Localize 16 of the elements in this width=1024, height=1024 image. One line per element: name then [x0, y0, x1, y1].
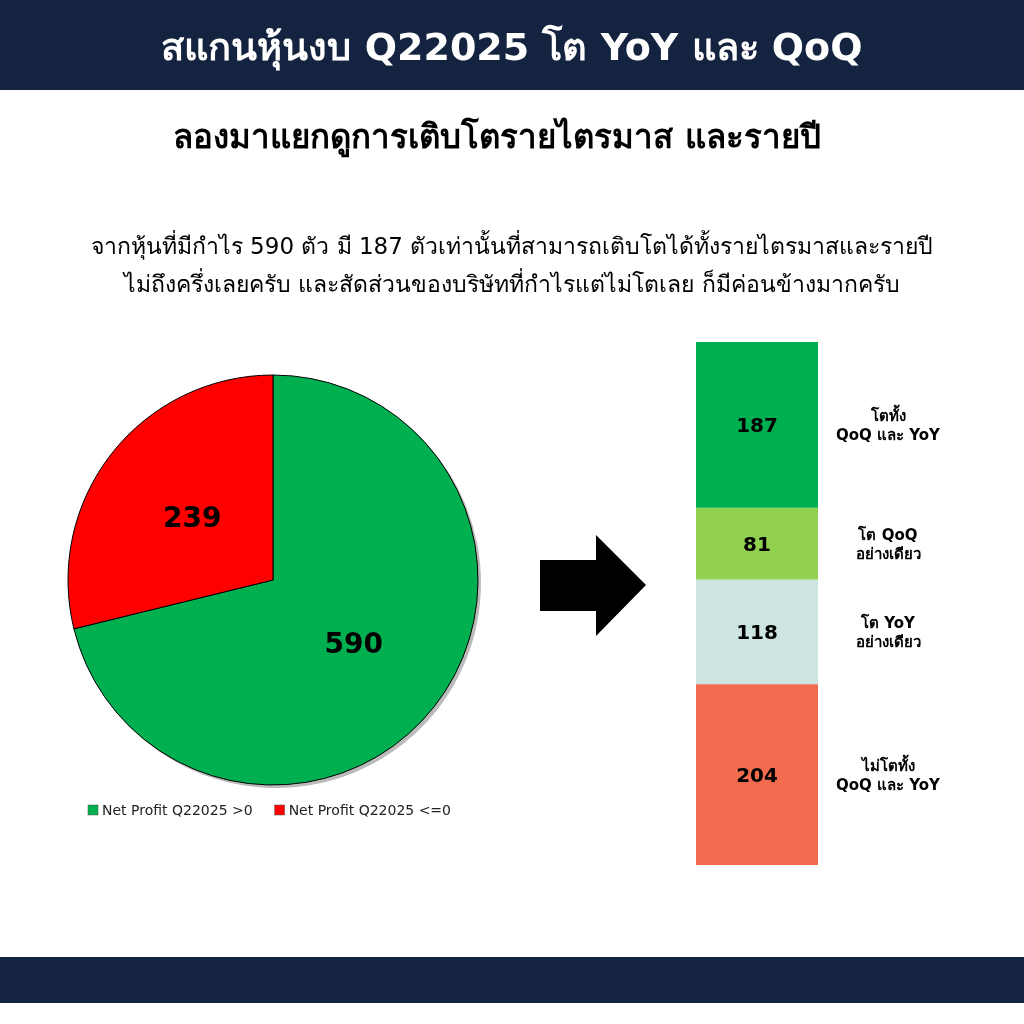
text: จากหุ้นที่มีกำไร 590 ตัว มี 187 ตัวเท่านั้นที่สามารถเติบโตได้ทั้งรายไตรมาสและรายปี [90, 230, 934, 260]
data-label: 118 [736, 619, 778, 644]
text: ไม่ถึงครึ่งเลยครับ และสัดส่วนของบริษัทที่กำไรแต่ไม่โตเลย ก็มีค่อนข้างมากครับ [122, 268, 900, 297]
series-label: ไม่โตทั้ง QoQ และ YoY [836, 753, 942, 794]
legend-label: Net Profit Q22025 <=0 [288, 802, 452, 818]
chart-title: สแกนหุ้นงบ Q22025 โต YoY และ QoQ [161, 24, 863, 71]
chart-subtitle: ลองมาแยกดูการเติบโตรายไตรมาส และรายปี [173, 117, 821, 158]
data-label: 590 [324, 627, 383, 661]
text: โต QoQ อย่างเดียว [855, 524, 921, 563]
data-label: 81 [743, 531, 771, 556]
legend-label: Net Profit Q22025 >0 [102, 802, 253, 818]
data-label: 204 [736, 762, 778, 787]
data-label: 187 [736, 412, 778, 437]
data-label: 239 [163, 500, 222, 534]
series-label: โตทั้ง QoQ และ YoY [836, 403, 942, 444]
text: โต YoY อย่างเดียว [855, 612, 921, 651]
